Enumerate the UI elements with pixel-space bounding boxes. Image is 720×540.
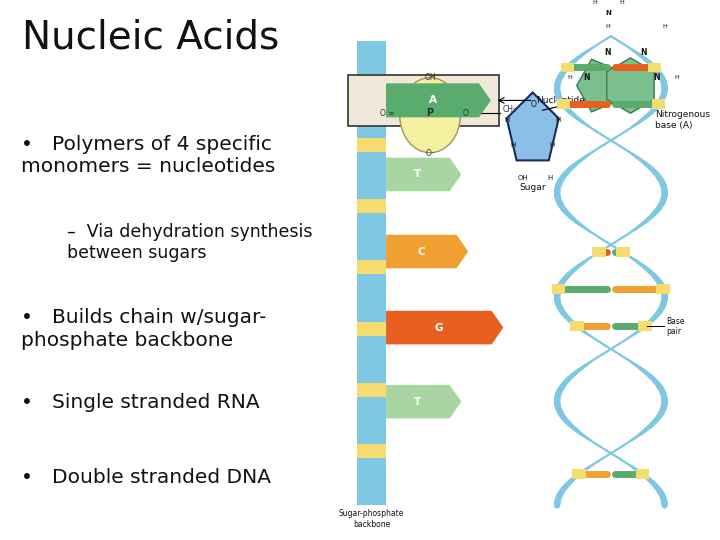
Bar xyxy=(357,152,386,199)
Bar xyxy=(357,444,386,458)
Text: Sugar-phosphate
backbone: Sugar-phosphate backbone xyxy=(338,509,404,529)
Text: Nucleotide: Nucleotide xyxy=(536,96,585,105)
Text: G: G xyxy=(435,322,443,333)
Text: O: O xyxy=(462,109,468,118)
Text: H: H xyxy=(556,117,561,123)
Text: A: A xyxy=(428,96,436,105)
Bar xyxy=(357,91,386,138)
Bar xyxy=(592,247,606,257)
Bar xyxy=(552,285,565,294)
Text: •   Builds chain w/sugar-
phosphate backbone: • Builds chain w/sugar- phosphate backbo… xyxy=(21,308,266,350)
Polygon shape xyxy=(386,235,468,268)
Text: H: H xyxy=(510,142,516,148)
Text: H: H xyxy=(606,24,611,29)
Polygon shape xyxy=(386,158,462,191)
Text: •   Single stranded RNA: • Single stranded RNA xyxy=(21,393,260,413)
Text: Base
pair: Base pair xyxy=(667,316,685,336)
Text: H: H xyxy=(674,75,679,80)
Text: H: H xyxy=(592,0,597,4)
Bar xyxy=(561,63,575,72)
Polygon shape xyxy=(386,385,462,418)
Text: N: N xyxy=(640,49,647,57)
Text: T: T xyxy=(414,170,421,179)
Text: P: P xyxy=(426,108,433,118)
Text: OH: OH xyxy=(518,176,528,181)
Text: •   Double stranded DNA: • Double stranded DNA xyxy=(21,468,271,487)
Text: H: H xyxy=(549,142,555,148)
Ellipse shape xyxy=(400,78,460,153)
Bar xyxy=(357,199,386,213)
Bar xyxy=(357,335,386,383)
Text: O⁻: O⁻ xyxy=(425,149,435,158)
Text: H: H xyxy=(619,0,624,4)
Text: N: N xyxy=(605,10,611,16)
Text: Nitrogenous
base (A): Nitrogenous base (A) xyxy=(655,110,710,130)
Text: H: H xyxy=(548,176,553,181)
Text: N: N xyxy=(583,73,590,82)
Bar xyxy=(657,285,670,294)
Text: –  Via dehydration synthesis
between sugars: – Via dehydration synthesis between suga… xyxy=(67,222,312,262)
Text: O: O xyxy=(531,100,536,109)
Text: OH: OH xyxy=(424,72,436,82)
Text: N: N xyxy=(654,73,660,82)
Bar xyxy=(647,63,661,72)
Text: H: H xyxy=(662,24,667,29)
Text: CH₂: CH₂ xyxy=(503,105,516,114)
Polygon shape xyxy=(507,92,559,160)
Bar xyxy=(572,469,586,479)
Text: H: H xyxy=(505,117,510,123)
Bar xyxy=(357,138,386,152)
Text: Nucleic Acids: Nucleic Acids xyxy=(22,18,279,56)
Bar xyxy=(638,321,652,331)
Text: A: A xyxy=(428,96,436,105)
Polygon shape xyxy=(386,84,490,117)
Text: H: H xyxy=(567,75,572,80)
Text: •   Polymers of 4 specific
monomers = nucleotides: • Polymers of 4 specific monomers = nucl… xyxy=(21,134,276,177)
Polygon shape xyxy=(577,59,616,112)
Bar xyxy=(357,260,386,274)
Bar xyxy=(636,469,649,479)
Bar xyxy=(357,397,386,444)
Bar xyxy=(557,99,570,110)
Bar xyxy=(616,247,630,257)
Bar xyxy=(357,383,386,397)
Text: Sugar: Sugar xyxy=(519,184,546,192)
Polygon shape xyxy=(607,58,654,113)
Bar xyxy=(357,77,386,91)
Bar xyxy=(570,321,584,331)
Bar xyxy=(357,213,386,260)
Bar xyxy=(348,75,500,126)
Bar xyxy=(357,322,386,335)
Bar xyxy=(357,41,386,77)
Bar xyxy=(357,458,386,505)
Text: N: N xyxy=(605,49,611,57)
Text: O =: O = xyxy=(380,109,395,118)
Bar xyxy=(357,274,386,322)
Polygon shape xyxy=(386,311,503,345)
Polygon shape xyxy=(386,84,490,117)
Text: T: T xyxy=(414,397,421,407)
Text: C: C xyxy=(418,247,425,256)
Bar xyxy=(652,99,665,110)
Text: Phosphate
group: Phosphate group xyxy=(406,163,454,182)
